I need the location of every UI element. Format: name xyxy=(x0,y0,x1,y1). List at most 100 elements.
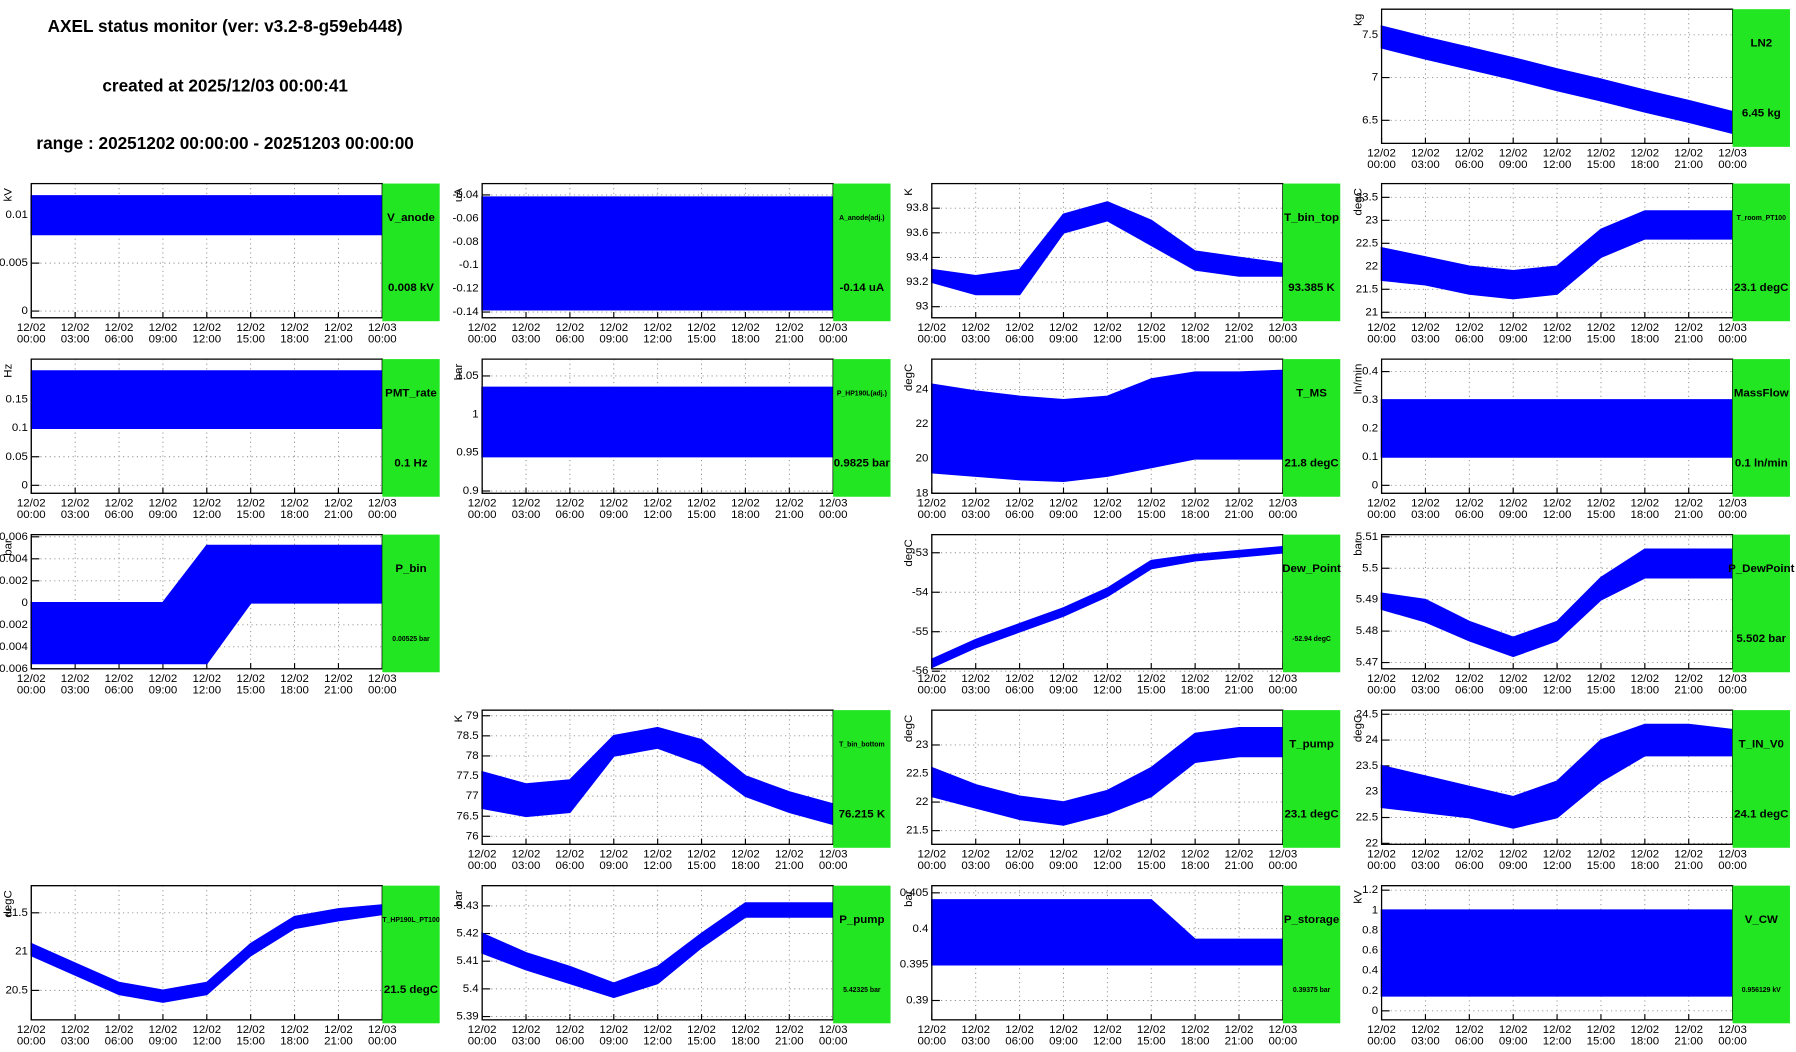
tick-date: 12/03 xyxy=(1269,1024,1298,1036)
tick-time: 06:00 xyxy=(105,509,134,521)
tick-date: 12/02 xyxy=(599,1024,628,1036)
x-tick-label: 12/02 06:00 xyxy=(556,1024,585,1047)
x-tick-label: 12/02 03:00 xyxy=(512,1024,541,1047)
tick-time: 00:00 xyxy=(1367,509,1396,521)
tick-time: 15:00 xyxy=(1587,334,1616,346)
y-tick-label: 93 xyxy=(916,301,929,313)
x-tick-label: 12/02 00:00 xyxy=(468,322,497,345)
x-tick-label: 12/02 12:00 xyxy=(1543,673,1572,696)
x-tick-label: 12/02 06:00 xyxy=(105,322,134,345)
y-tick-label: 76.5 xyxy=(456,810,478,822)
tick-time: 21:00 xyxy=(775,860,804,872)
y-tick-label: 1.2 xyxy=(1362,884,1378,896)
y-tick-label: 0 xyxy=(21,479,27,491)
tick-date: 12/02 xyxy=(1367,1024,1396,1036)
tick-date: 12/02 xyxy=(599,498,628,510)
tick-time: 12:00 xyxy=(1543,1036,1572,1048)
tick-time: 00:00 xyxy=(1718,685,1747,697)
x-tick-label: 12/03 00:00 xyxy=(1718,498,1747,521)
x-tick-label: 12/02 21:00 xyxy=(1674,322,1703,345)
tick-time: 00:00 xyxy=(468,334,497,346)
tick-time: 15:00 xyxy=(687,860,716,872)
tick-date: 12/02 xyxy=(1455,498,1484,510)
tick-date: 12/02 xyxy=(961,322,990,334)
tick-time: 15:00 xyxy=(1137,685,1166,697)
y-tick-label: 5.39 xyxy=(456,1011,478,1023)
tick-date: 12/02 xyxy=(236,673,265,685)
tick-date: 12/02 xyxy=(687,498,716,510)
tick-time: 15:00 xyxy=(236,334,265,346)
y-tick-label: 24 xyxy=(916,384,929,396)
y-tick-label: 0.2 xyxy=(1362,422,1378,434)
tick-time: 09:00 xyxy=(599,1036,628,1048)
tick-date: 12/02 xyxy=(149,1024,178,1036)
tick-time: 06:00 xyxy=(1005,334,1034,346)
y-unit: Hz xyxy=(2,363,14,377)
tick-date: 12/02 xyxy=(1049,849,1078,861)
y-tick-label: 0.95 xyxy=(456,447,478,459)
tick-date: 12/02 xyxy=(324,673,353,685)
tick-time: 00:00 xyxy=(917,1036,946,1048)
tick-time: 00:00 xyxy=(1367,860,1396,872)
x-tick-label: 12/02 03:00 xyxy=(1411,673,1440,696)
tick-time: 18:00 xyxy=(1630,1036,1659,1048)
y-unit: degC xyxy=(903,715,915,742)
tick-time: 15:00 xyxy=(236,1036,265,1048)
x-tick-label: 12/02 21:00 xyxy=(1225,1024,1254,1047)
tick-date: 12/02 xyxy=(512,322,541,334)
tick-date: 12/02 xyxy=(192,498,221,510)
tick-time: 18:00 xyxy=(1630,860,1659,872)
tick-time: 03:00 xyxy=(961,685,990,697)
x-tick-label: 12/02 12:00 xyxy=(192,673,221,696)
tick-time: 00:00 xyxy=(819,860,848,872)
y-tick-label: 22 xyxy=(1365,260,1378,272)
x-tick-label: 12/02 03:00 xyxy=(961,849,990,872)
x-tick-label: 12/02 03:00 xyxy=(61,1024,90,1047)
x-tick-label: 12/02 12:00 xyxy=(643,498,672,521)
tick-date: 12/02 xyxy=(1411,673,1440,685)
y-unit: bar xyxy=(453,890,465,907)
status-name: P_HP190L(adj.) xyxy=(837,390,887,397)
tick-date: 12/02 xyxy=(105,498,134,510)
status-value: 0.956129 kV xyxy=(1742,987,1781,994)
tick-time: 00:00 xyxy=(917,334,946,346)
tick-date: 12/02 xyxy=(1181,498,1210,510)
x-tick-label: 12/02 12:00 xyxy=(1543,322,1572,345)
tick-date: 12/02 xyxy=(1367,849,1396,861)
x-tick-label: 12/02 18:00 xyxy=(1630,1024,1659,1047)
x-tick-label: 12/02 18:00 xyxy=(1181,322,1210,345)
status-value: 0.1 ln/min xyxy=(1735,458,1788,470)
tick-time: 09:00 xyxy=(1049,860,1078,872)
tick-time: 21:00 xyxy=(1225,860,1254,872)
y-tick-label: 0.8 xyxy=(1362,924,1378,936)
status-value: 0.00525 bar xyxy=(392,636,430,643)
status-value: -0.14 uA xyxy=(840,282,885,294)
y-tick-label: 24.5 xyxy=(1356,708,1378,720)
x-tick-label: 12/02 00:00 xyxy=(917,673,946,696)
tick-date: 12/02 xyxy=(775,498,804,510)
y-tick-label: 5.49 xyxy=(1356,594,1378,606)
x-tick-label: 12/02 18:00 xyxy=(280,498,309,521)
y-tick-label: -53 xyxy=(912,547,929,559)
x-tick-label: 12/02 00:00 xyxy=(468,849,497,872)
tick-time: 21:00 xyxy=(1674,685,1703,697)
tick-date: 12/02 xyxy=(280,322,309,334)
x-tick-label: 12/02 12:00 xyxy=(1093,1024,1122,1047)
status-box xyxy=(1282,534,1341,673)
tick-date: 12/02 xyxy=(687,1024,716,1036)
x-tick-label: 12/02 15:00 xyxy=(687,1024,716,1047)
x-tick-label: 12/02 00:00 xyxy=(1367,322,1396,345)
tick-date: 12/02 xyxy=(1630,498,1659,510)
tick-time: 00:00 xyxy=(1367,159,1396,171)
tick-date: 12/02 xyxy=(1674,498,1703,510)
tick-time: 06:00 xyxy=(1455,860,1484,872)
tick-date: 12/02 xyxy=(1005,322,1034,334)
tick-date: 12/02 xyxy=(149,498,178,510)
tick-time: 06:00 xyxy=(1455,685,1484,697)
tick-time: 00:00 xyxy=(917,685,946,697)
tick-date: 12/02 xyxy=(1455,1024,1484,1036)
tick-time: 21:00 xyxy=(775,334,804,346)
x-tick-label: 12/03 00:00 xyxy=(1718,148,1747,171)
tick-date: 12/02 xyxy=(1137,498,1166,510)
tick-time: 03:00 xyxy=(512,334,541,346)
